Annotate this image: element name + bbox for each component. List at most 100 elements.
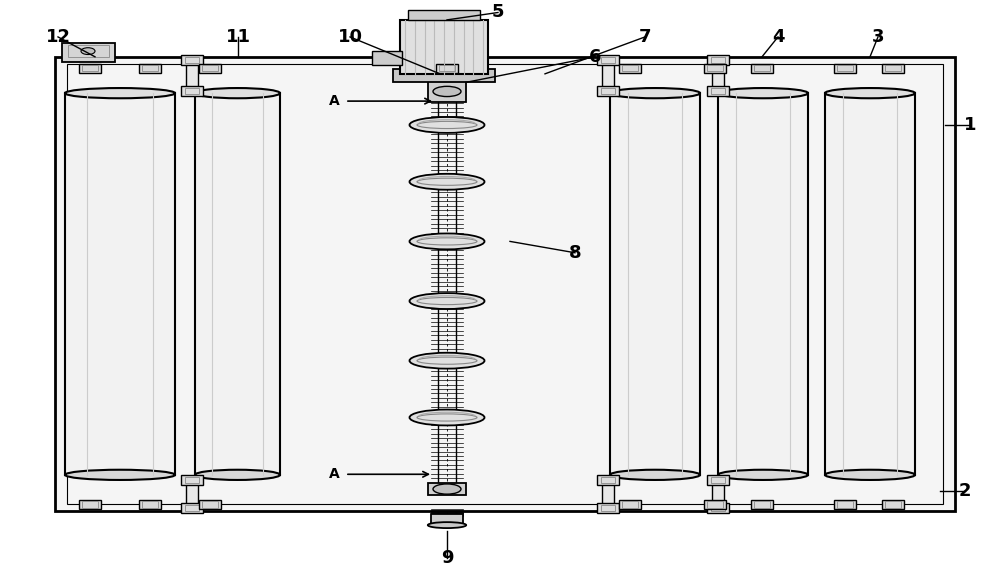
Bar [718, 93, 808, 475]
Text: 5: 5 [492, 3, 504, 22]
Bar [82, 501, 98, 508]
Bar [65, 93, 175, 475]
Bar [82, 65, 98, 72]
Bar [431, 514, 463, 525]
Bar [185, 57, 199, 62]
Ellipse shape [65, 470, 175, 480]
Ellipse shape [410, 353, 484, 369]
Text: 4: 4 [772, 28, 784, 46]
Text: 10: 10 [338, 28, 362, 46]
Bar [707, 475, 729, 485]
Bar [834, 64, 856, 73]
Bar [602, 60, 614, 91]
Bar [199, 64, 221, 73]
Ellipse shape [410, 117, 484, 133]
Bar [885, 501, 901, 508]
Bar [181, 55, 203, 65]
Bar [601, 88, 615, 94]
Bar [195, 93, 280, 475]
Bar [622, 501, 638, 508]
Text: A: A [329, 467, 340, 481]
Bar [754, 501, 770, 508]
Bar [602, 480, 614, 508]
Ellipse shape [610, 470, 700, 480]
Bar [885, 65, 901, 72]
Bar [186, 60, 198, 91]
Bar [372, 51, 402, 65]
Bar [597, 503, 619, 513]
Ellipse shape [195, 88, 280, 98]
Bar [199, 500, 221, 509]
Ellipse shape [81, 48, 95, 55]
Text: 3: 3 [872, 28, 884, 46]
Bar [142, 501, 158, 508]
Ellipse shape [433, 484, 461, 494]
Bar [754, 65, 770, 72]
Bar [837, 501, 853, 508]
Ellipse shape [410, 233, 484, 249]
Bar [622, 65, 638, 72]
Ellipse shape [433, 86, 461, 97]
Text: 2: 2 [959, 482, 971, 500]
Bar [597, 86, 619, 96]
Ellipse shape [410, 410, 484, 425]
Text: 9: 9 [441, 549, 453, 567]
Bar [711, 57, 725, 62]
Bar [825, 93, 915, 475]
Bar [707, 65, 723, 72]
Bar [834, 500, 856, 509]
Bar [601, 57, 615, 62]
Bar [619, 500, 641, 509]
Bar [882, 500, 904, 509]
Bar [601, 477, 615, 483]
Bar [139, 64, 161, 73]
Bar [712, 480, 724, 508]
Bar [428, 81, 466, 102]
Ellipse shape [718, 88, 808, 98]
Bar [79, 64, 101, 73]
Text: 8: 8 [569, 244, 581, 262]
Text: 12: 12 [46, 28, 70, 46]
Bar [704, 64, 726, 73]
Bar [712, 60, 724, 91]
Text: 6: 6 [589, 48, 601, 66]
Ellipse shape [65, 88, 175, 98]
Bar [202, 501, 218, 508]
Bar [393, 69, 495, 82]
Bar [428, 483, 466, 495]
Ellipse shape [410, 174, 484, 190]
Bar [79, 500, 101, 509]
Bar [707, 503, 729, 513]
Bar [185, 506, 199, 511]
Bar [139, 500, 161, 509]
Text: 1: 1 [964, 116, 976, 134]
Bar [55, 57, 955, 511]
Text: 7: 7 [639, 28, 651, 46]
Bar [597, 475, 619, 485]
Bar [400, 20, 488, 74]
Bar [704, 500, 726, 509]
Bar [181, 503, 203, 513]
Ellipse shape [718, 470, 808, 480]
Ellipse shape [825, 470, 915, 480]
Ellipse shape [428, 522, 466, 528]
Bar [711, 88, 725, 94]
Bar [142, 65, 158, 72]
Bar [202, 65, 218, 72]
Ellipse shape [825, 88, 915, 98]
Bar [408, 10, 480, 20]
Bar [181, 475, 203, 485]
Bar [610, 93, 700, 475]
Bar [882, 64, 904, 73]
Bar [68, 45, 109, 57]
Ellipse shape [610, 88, 700, 98]
Bar [436, 64, 458, 73]
Bar [67, 64, 943, 504]
Bar [619, 64, 641, 73]
Bar [751, 500, 773, 509]
Bar [186, 480, 198, 508]
Bar [707, 501, 723, 508]
Bar [601, 506, 615, 511]
Bar [751, 64, 773, 73]
Bar [181, 86, 203, 96]
